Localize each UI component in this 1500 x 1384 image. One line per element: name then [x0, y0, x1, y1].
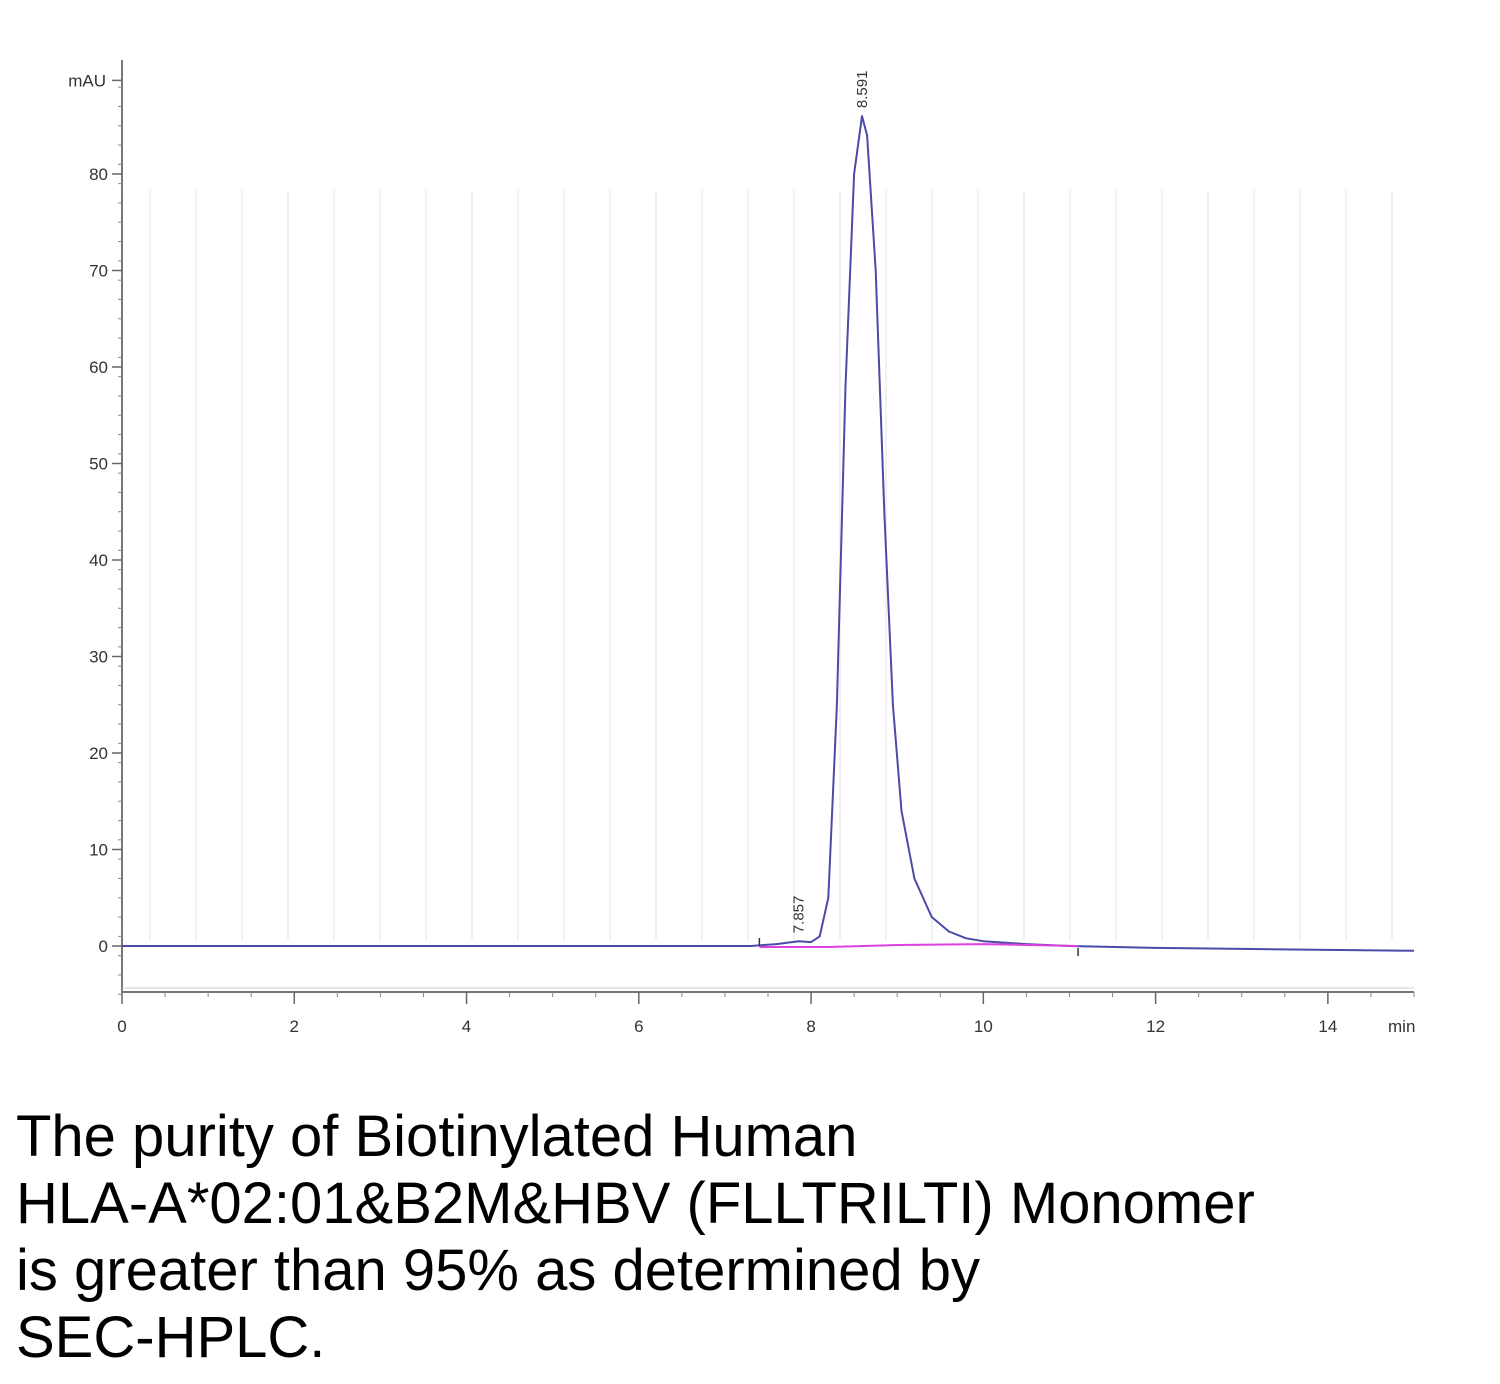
y-tick-label: 60 — [89, 358, 108, 377]
chromatogram-chart: 0 10 20 30 40 50 60 70 80 mAU 0 2 4 6 8 10 12 14 min 7.857… — [68, 60, 1415, 1036]
x-tick-label: 6 — [634, 1017, 643, 1036]
chromatogram-svg: 0 10 20 30 40 50 60 70 80 mAU 0 2 4 6 8 10 12 14 min 7.857… — [68, 60, 1415, 1036]
peak-label: 7.857 — [791, 896, 808, 934]
y-tick-label: 50 — [89, 455, 108, 474]
x-tick-label: 12 — [1146, 1017, 1165, 1036]
y-tick-label: 80 — [89, 165, 108, 184]
caption-line-1: The purity of Biotinylated Human — [16, 1104, 858, 1169]
x-tick-label: 0 — [117, 1017, 126, 1036]
series-line-2 — [759, 943, 1079, 948]
x-tick-label: 4 — [462, 1017, 471, 1036]
x-tick-label: 8 — [806, 1017, 815, 1036]
x-tick-label: 2 — [290, 1017, 299, 1036]
y-tick-label: 20 — [89, 744, 108, 763]
label-layer: 7.857 8.591 — [791, 71, 871, 934]
x-tick-label: 10 — [974, 1017, 993, 1036]
caption-line-2: HLA-A*02:01&B2M&HBV (FLLTRILTI) Monomer — [16, 1171, 1255, 1236]
y-unit-label: mAU — [68, 71, 106, 90]
x-unit-label: min — [1388, 1017, 1415, 1036]
caption-line-4: SEC-HPLC. — [16, 1305, 326, 1370]
y-tick-label: 40 — [89, 551, 108, 570]
peak-label: 8.591 — [854, 71, 871, 109]
y-tick-label: 30 — [89, 648, 108, 667]
series-line-1 — [122, 115, 1415, 952]
y-tick-label: 70 — [89, 262, 108, 281]
figure-caption: The purity of Biotinylated Human HLA-A*0… — [16, 1103, 1476, 1371]
x-tick-label: 14 — [1318, 1017, 1337, 1036]
y-tick-label: 0 — [99, 937, 108, 956]
axes: 0 10 20 30 40 50 60 70 80 mAU 0 2 4 6 8 10 12 14 min — [68, 60, 1415, 1036]
y-tick-label: 10 — [89, 841, 108, 860]
caption-line-3: is greater than 95% as determined by — [16, 1238, 980, 1303]
series-layer — [122, 115, 1415, 956]
